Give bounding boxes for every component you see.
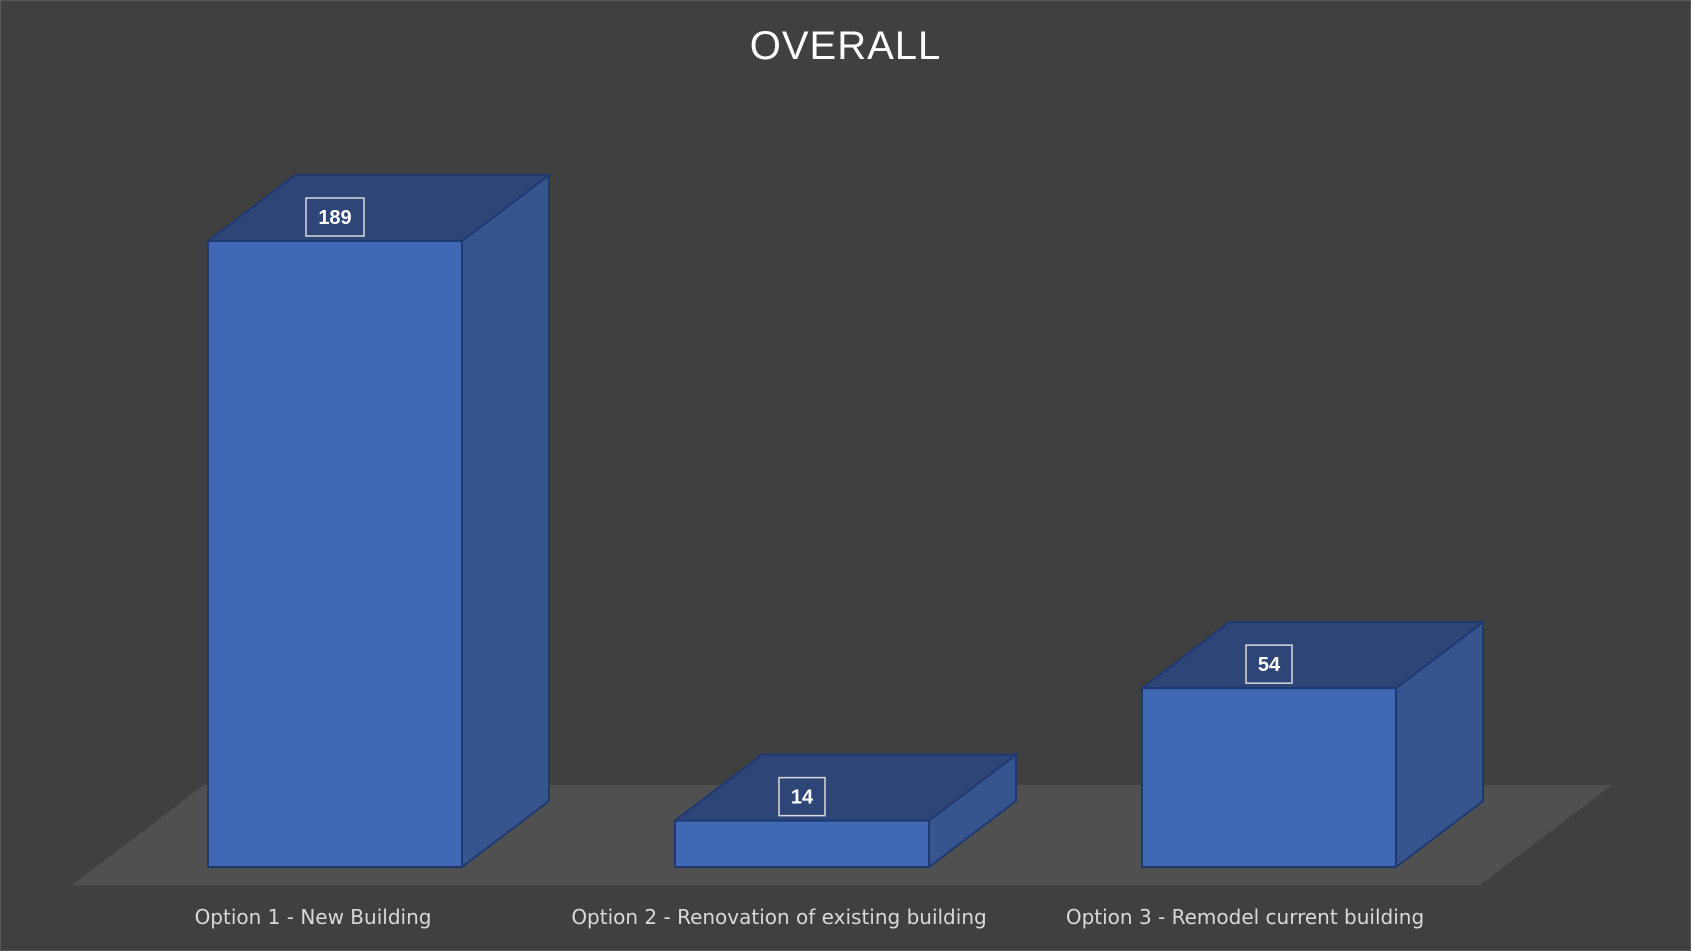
data-label-3: 54: [1245, 644, 1293, 684]
data-label-box: [305, 197, 365, 237]
bar-3: [1139, 620, 1486, 870]
bar-front-face: [674, 819, 930, 869]
category-label-1: Option 1 - New Building: [195, 905, 432, 929]
data-label-text: 14: [791, 787, 814, 809]
data-label-box: [1245, 644, 1293, 684]
bar-2: [672, 752, 1019, 870]
data-label-box: [778, 776, 826, 817]
data-label-2: 14: [778, 776, 826, 817]
category-label-2: Option 2 - Renovation of existing buildi…: [571, 905, 986, 929]
labels-layer: 189 Option 1 - New Building 14 Option 2 - R…: [195, 197, 1424, 929]
bar-1: [205, 172, 552, 870]
bar-front-face: [207, 240, 463, 868]
chart-title: OVERALL: [749, 24, 942, 68]
bar-front-face: [1141, 687, 1397, 869]
bar-side-face: [461, 172, 550, 870]
data-label-text: 54: [1258, 654, 1281, 676]
data-label-text: 189: [318, 207, 351, 229]
data-label-1: 189: [305, 197, 365, 237]
category-label-3: Option 3 - Remodel current building: [1066, 905, 1424, 929]
bars-layer: [205, 172, 1486, 870]
